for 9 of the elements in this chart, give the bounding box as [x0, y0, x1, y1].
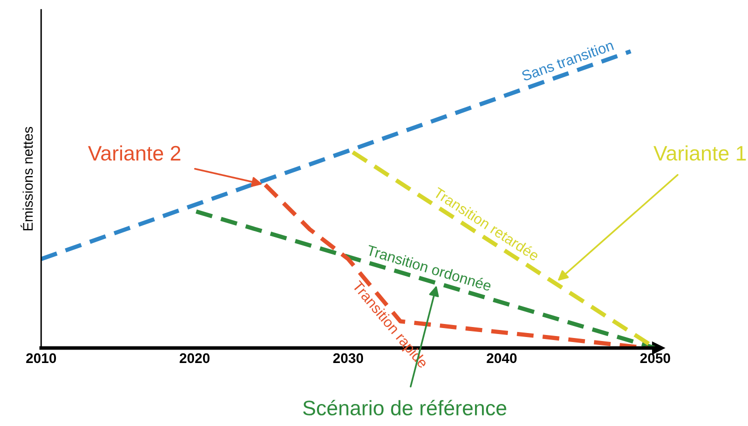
annotation: Variante 2	[88, 145, 180, 161]
annotation: Variante 1	[654, 145, 746, 161]
x-tick-label: 2040	[486, 353, 517, 364]
x-tick-label: 2030	[333, 353, 364, 364]
x-tick-label: 2020	[180, 353, 210, 364]
annotation: Scénario de référence	[303, 400, 506, 416]
y-axis-title: Émissions nettes	[20, 126, 33, 230]
x-tick-label: 2010	[26, 353, 56, 364]
x-tick-label: 2050	[640, 353, 670, 364]
